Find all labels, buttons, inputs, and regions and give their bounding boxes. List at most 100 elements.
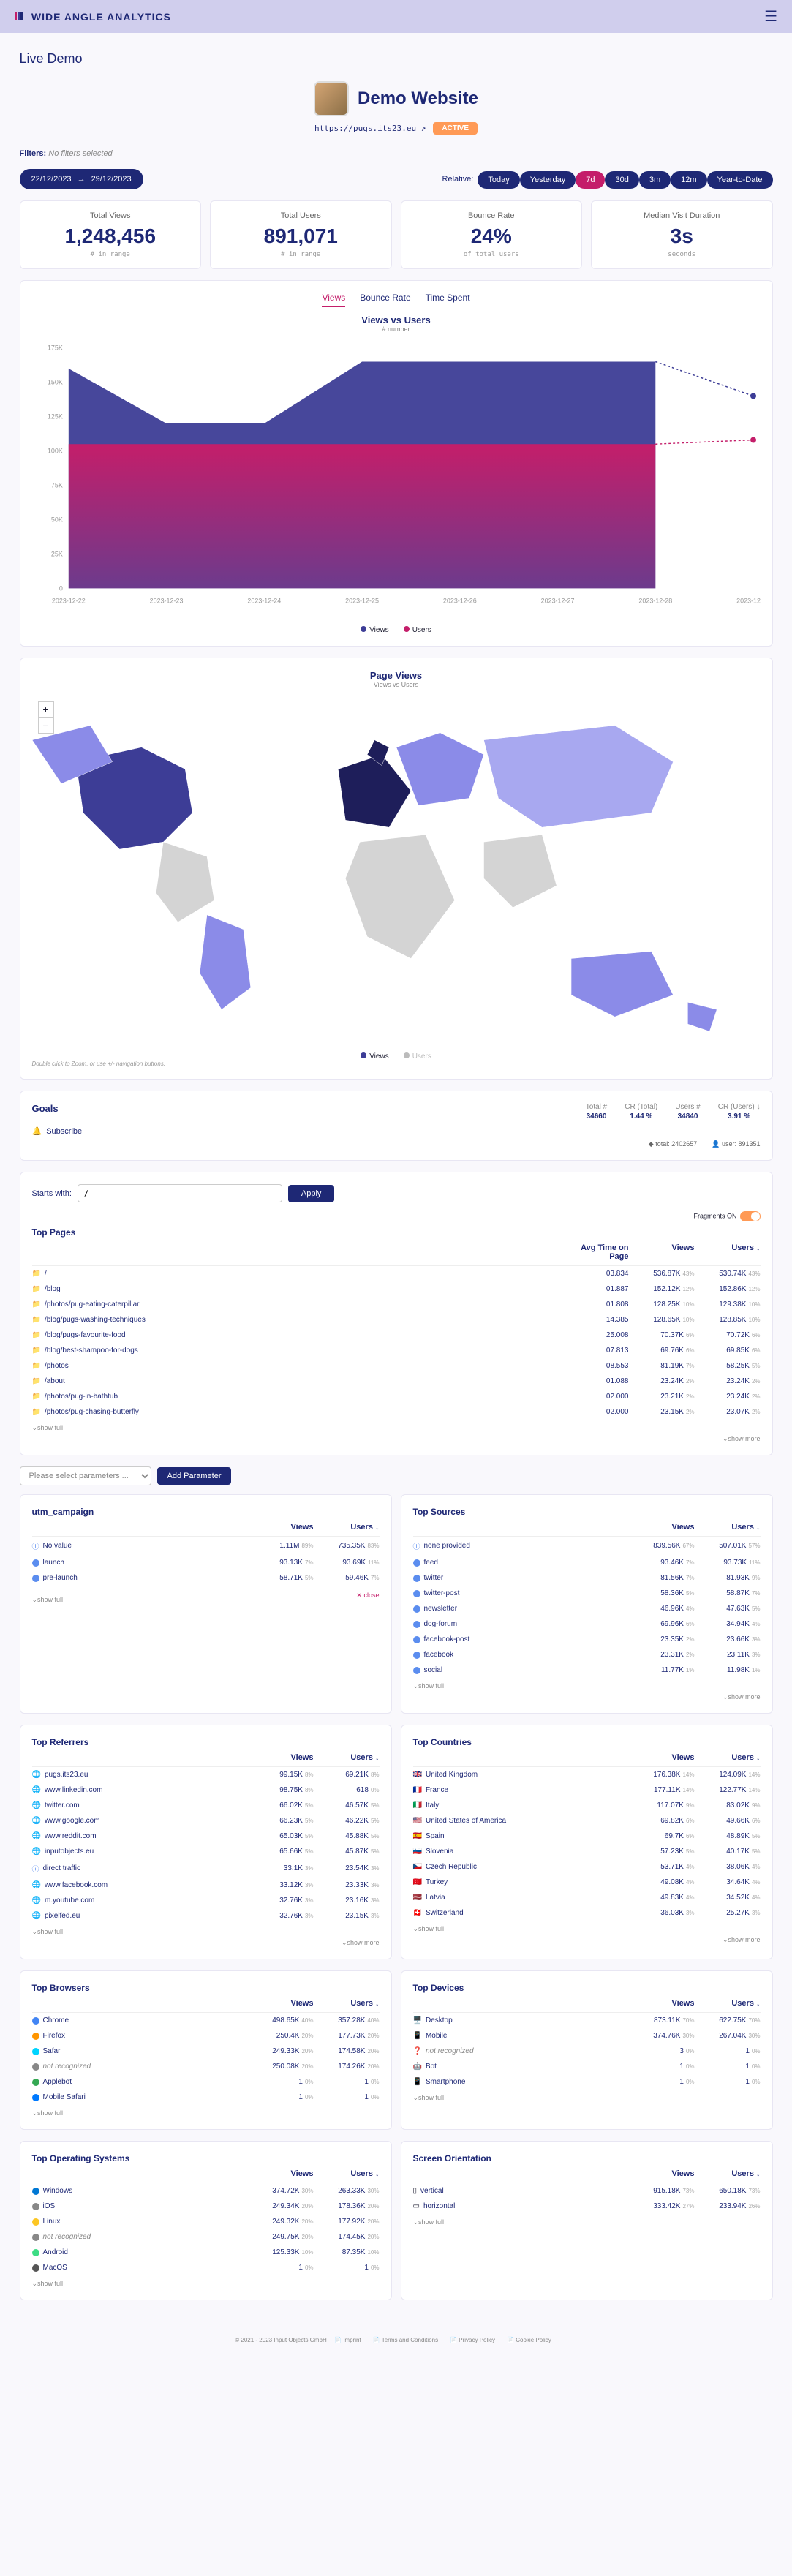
table-row[interactable]: 📁/photos/pug-chasing-butterfly02.00023.1… — [32, 1404, 761, 1420]
table-row[interactable]: Applebot10%10% — [32, 2074, 380, 2090]
folder-icon: 📁 — [32, 1285, 41, 1293]
apply-button[interactable]: Apply — [288, 1185, 335, 1202]
table-row[interactable]: 🌐www.reddit.com65.03K5%45.88K5% — [32, 1829, 380, 1844]
range-pill-today[interactable]: Today — [478, 171, 519, 189]
flag-icon: 🇸🇮 — [413, 1848, 422, 1856]
table-row[interactable]: 🌐m.youtube.com32.76K3%23.16K3% — [32, 1893, 380, 1908]
table-row[interactable]: 🇮🇹Italy117.07K9%83.02K9% — [413, 1798, 761, 1813]
range-pill-12m[interactable]: 12m — [671, 171, 706, 189]
table-row[interactable]: ⓘNo value1.11M89%735.35K83% — [32, 1537, 380, 1555]
table-row[interactable]: 🇸🇮Slovenia57.23K5%40.17K5% — [413, 1844, 761, 1859]
svg-text:75K: 75K — [50, 482, 62, 489]
globe-icon: 🌐 — [32, 1801, 41, 1809]
table-row[interactable]: 🇺🇸United States of America69.82K6%49.66K… — [413, 1813, 761, 1829]
table-row[interactable]: launch93.13K7%93.69K11% — [32, 1555, 380, 1570]
table-row[interactable]: 🌐twitter.com66.02K5%46.57K5% — [32, 1798, 380, 1813]
footer-link[interactable]: 📄 Imprint — [334, 2337, 361, 2343]
table-row[interactable]: newsletter46.96K4%47.63K5% — [413, 1601, 761, 1616]
table-row[interactable]: 🇬🇧United Kingdom176.38K14%124.09K14% — [413, 1767, 761, 1782]
table-row[interactable]: not recognized250.08K20%174.26K20% — [32, 2059, 380, 2074]
table-row[interactable]: 📁/03.834536.87K43%530.74K43% — [32, 1266, 761, 1281]
range-pill-7d[interactable]: 7d — [576, 171, 605, 189]
table-row[interactable]: not recognized249.75K20%174.45K20% — [32, 2229, 380, 2245]
table-row[interactable]: Firefox250.4K20%177.73K20% — [32, 2028, 380, 2044]
site-url[interactable]: https://pugs.its23.eu ↗ — [314, 124, 426, 133]
table-row[interactable]: 📁/about01.08823.24K2%23.24K2% — [32, 1374, 761, 1389]
table-row[interactable]: 📁/photos/pug-in-bathtub02.00023.21K2%23.… — [32, 1389, 761, 1404]
close-button[interactable]: ✕ close — [356, 1592, 379, 1604]
table-row[interactable]: Android125.33K10%87.35K10% — [32, 2245, 380, 2260]
table-row[interactable]: 🇹🇷Turkey49.08K4%34.64K4% — [413, 1875, 761, 1890]
brand-logo[interactable]: WIDE ANGLE ANALYTICS — [15, 11, 171, 23]
table-row[interactable]: 🇨🇿Czech Republic53.71K4%38.06K4% — [413, 1859, 761, 1875]
table-row[interactable]: 🇱🇻Latvia49.83K4%34.52K4% — [413, 1890, 761, 1905]
table-row[interactable]: 📁/blog/pugs-favourite-food25.00870.37K6%… — [32, 1327, 761, 1343]
world-map[interactable] — [32, 696, 761, 1047]
views-chart: 025K50K75K100K125K150K175K2023-12-222023… — [32, 340, 761, 618]
table-row[interactable]: 🇪🇸Spain69.7K6%48.89K5% — [413, 1829, 761, 1844]
table-row[interactable]: Safari249.33K20%174.58K20% — [32, 2044, 380, 2059]
table-row[interactable]: 🌐www.google.com66.23K5%46.22K5% — [32, 1813, 380, 1829]
table-row[interactable]: 📁/blog01.887152.12K12%152.86K12% — [32, 1281, 761, 1297]
os-icon — [32, 2234, 39, 2241]
chart-tab[interactable]: Time Spent — [426, 293, 470, 307]
stat-card: Median Visit Duration3sseconds — [591, 200, 773, 269]
table-row[interactable]: ▯vertical915.18K73%650.18K73% — [413, 2183, 761, 2199]
table-row[interactable]: 🌐www.linkedin.com98.75K8%6180% — [32, 1782, 380, 1798]
table-row[interactable]: iOS249.34K20%178.36K20% — [32, 2199, 380, 2214]
table-row[interactable]: 🌐www.facebook.com33.12K3%23.33K3% — [32, 1878, 380, 1893]
table-row[interactable]: facebook-post23.35K2%23.66K3% — [413, 1632, 761, 1647]
table-row[interactable]: 📁/photos08.55381.19K7%58.25K5% — [32, 1358, 761, 1374]
table-row[interactable]: 🖥️Desktop873.11K70%622.75K70% — [413, 2013, 761, 2028]
table-row[interactable]: social11.77K1%11.98K1% — [413, 1662, 761, 1678]
table-row[interactable]: 🤖Bot10%10% — [413, 2059, 761, 2074]
chart-tab[interactable]: Bounce Rate — [360, 293, 410, 307]
table-row[interactable]: Linux249.32K20%177.92K20% — [32, 2214, 380, 2229]
date-range-picker[interactable]: 22/12/2023 → 29/12/2023 — [20, 169, 143, 189]
table-row[interactable]: 🌐pugs.its23.eu99.15K8%69.21K8% — [32, 1767, 380, 1782]
orientation-icon: ▭ — [413, 2202, 420, 2210]
table-row[interactable]: 🌐inputobjects.eu65.66K5%45.87K5% — [32, 1844, 380, 1859]
table-row[interactable]: ⓘdirect traffic33.1K3%23.54K3% — [32, 1859, 380, 1878]
table-row[interactable]: Mobile Safari10%10% — [32, 2090, 380, 2105]
chart-tab[interactable]: Views — [322, 293, 345, 307]
table-row[interactable]: ⓘnone provided839.56K67%507.01K57% — [413, 1537, 761, 1555]
table-row[interactable]: ▭horizontal333.42K27%233.94K26% — [413, 2199, 761, 2214]
table-row[interactable]: 🇫🇷France177.11K14%122.77K14% — [413, 1782, 761, 1798]
table-row[interactable]: 📱Mobile374.76K30%267.04K30% — [413, 2028, 761, 2044]
map-zoom-in[interactable]: + — [38, 701, 54, 718]
table-row[interactable]: 🇨🇭Switzerland36.03K3%25.27K3% — [413, 1905, 761, 1921]
add-parameter-button[interactable]: Add Parameter — [157, 1467, 232, 1485]
range-pill-yesterday[interactable]: Yesterday — [520, 171, 576, 189]
table-row[interactable]: feed93.46K7%93.73K11% — [413, 1555, 761, 1570]
table-row[interactable]: 📁/photos/pug-eating-caterpillar01.808128… — [32, 1297, 761, 1312]
table-row[interactable]: ❓not recognized30%10% — [413, 2044, 761, 2059]
table-row[interactable]: twitter-post58.36K5%58.87K7% — [413, 1586, 761, 1601]
map-zoom-out[interactable]: − — [38, 718, 54, 734]
table-row[interactable]: facebook23.31K2%23.11K3% — [413, 1647, 761, 1662]
table-row[interactable]: Windows374.72K30%263.33K30% — [32, 2183, 380, 2199]
table-row[interactable]: Chrome498.65K40%357.28K40% — [32, 2013, 380, 2028]
table-row[interactable]: twitter81.56K7%81.93K9% — [413, 1570, 761, 1586]
table-row[interactable]: 📁/blog/best-shampoo-for-dogs07.81369.76K… — [32, 1343, 761, 1358]
table-row[interactable]: dog-forum69.96K6%34.94K4% — [413, 1616, 761, 1632]
table-row[interactable]: MacOS10%10% — [32, 2260, 380, 2275]
table-row[interactable]: 📱Smartphone10%10% — [413, 2074, 761, 2090]
path-search-input[interactable] — [78, 1184, 282, 1202]
table-row[interactable]: 🌐pixelfed.eu32.76K3%23.15K3% — [32, 1908, 380, 1924]
range-pill-3m[interactable]: 3m — [639, 171, 671, 189]
show-more-link[interactable]: ⌄show more — [32, 1432, 761, 1443]
range-pill-year-to-date[interactable]: Year-to-Date — [707, 171, 773, 189]
footer-link[interactable]: 📄 Cookie Policy — [507, 2337, 551, 2343]
menu-icon[interactable]: ☰ — [764, 7, 777, 26]
svg-text:150K: 150K — [47, 379, 62, 386]
range-pill-30d[interactable]: 30d — [605, 171, 638, 189]
show-full-link[interactable]: ⌄show full — [32, 1420, 761, 1432]
table-row[interactable]: 📁/blog/pugs-washing-techniques14.385128.… — [32, 1312, 761, 1327]
fragments-toggle[interactable] — [740, 1211, 761, 1221]
footer-link[interactable]: 📄 Terms and Conditions — [373, 2337, 438, 2343]
table-row[interactable]: pre-launch58.71K5%59.46K7% — [32, 1570, 380, 1586]
footer-link[interactable]: 📄 Privacy Policy — [450, 2337, 495, 2343]
goal-item[interactable]: 🔔Subscribe — [32, 1126, 761, 1136]
param-select[interactable]: Please select parameters ... — [20, 1466, 151, 1485]
